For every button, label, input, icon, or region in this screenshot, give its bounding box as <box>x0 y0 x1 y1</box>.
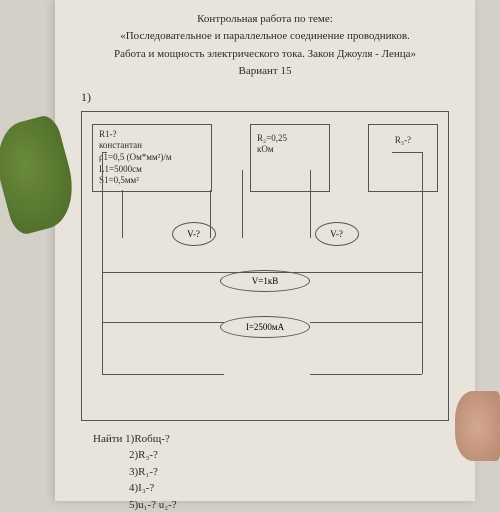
wire <box>422 322 423 374</box>
wire <box>102 272 422 273</box>
wire <box>310 374 422 375</box>
variant-number: Вариант 15 <box>73 64 457 79</box>
wire <box>210 190 211 238</box>
find-label: Найти <box>93 433 122 445</box>
wire <box>392 152 422 153</box>
circuit-diagram: R1-? константан ρ1=0,5 (Ом*мм²)/м L1=500… <box>81 111 449 421</box>
r2-value: R₂=0,25 <box>257 133 323 145</box>
wire <box>422 152 423 272</box>
voltmeter-1: V-? <box>172 222 216 246</box>
find-item-3: 3)R₁-? <box>129 464 457 481</box>
ammeter: I=2500мА <box>220 316 310 338</box>
voltmeter-2-label: V-? <box>330 229 343 239</box>
worksheet-paper: Контрольная работа по теме: «Последовате… <box>55 0 475 501</box>
r2-unit: кОм <box>257 144 323 156</box>
resistor-r3-box: R₃-? <box>368 124 438 192</box>
voltage-source-label: V=1кВ <box>252 276 278 286</box>
header-title: Контрольная работа по теме: <box>73 12 457 27</box>
wire <box>102 152 103 272</box>
resistor-row: R1-? константан ρ1=0,5 (Ом*мм²)/м L1=500… <box>92 124 438 192</box>
wire <box>102 322 103 374</box>
find-item-4: 4)I₃-? <box>129 480 457 497</box>
wire <box>102 374 224 375</box>
wire <box>310 322 422 323</box>
r1-area: S1=0,5мм² <box>99 175 205 187</box>
thumb-decoration <box>455 391 500 461</box>
r1-rho: ρ1=0,5 (Ом*мм²)/м <box>99 152 205 164</box>
find-item-1: 1)Rобщ-? <box>125 433 170 445</box>
wire <box>102 272 103 322</box>
find-item-2: 2)R₃-? <box>129 447 457 464</box>
problem-number: 1) <box>81 90 457 105</box>
worksheet-header: Контрольная работа по теме: «Последовате… <box>73 12 457 80</box>
header-topic-1: «Последовательное и параллельное соедине… <box>73 29 457 44</box>
voltage-source: V=1кВ <box>220 270 310 292</box>
r1-material: константан <box>99 140 205 152</box>
wire <box>102 152 107 153</box>
resistor-r1-box: R1-? константан ρ1=0,5 (Ом*мм²)/м L1=500… <box>92 124 212 192</box>
find-item-5: 5)u₁-? u₂-? <box>129 497 457 513</box>
voltmeter-row: V-? V-? <box>92 222 438 246</box>
voltmeter-1-label: V-? <box>187 229 200 239</box>
wire <box>310 170 311 238</box>
r3-label: R₃-? <box>375 135 431 147</box>
r1-length: L1=5000см <box>99 164 205 176</box>
wire <box>242 170 243 238</box>
ammeter-label: I=2500мА <box>246 322 284 332</box>
wire <box>122 190 123 238</box>
r1-label: R1-? <box>99 129 205 141</box>
wire <box>422 272 423 322</box>
header-topic-2: Работа и мощность электрического тока. З… <box>73 47 457 62</box>
voltmeter-2: V-? <box>315 222 359 246</box>
wire <box>102 322 224 323</box>
resistor-r2-box: R₂=0,25 кОм <box>250 124 330 192</box>
